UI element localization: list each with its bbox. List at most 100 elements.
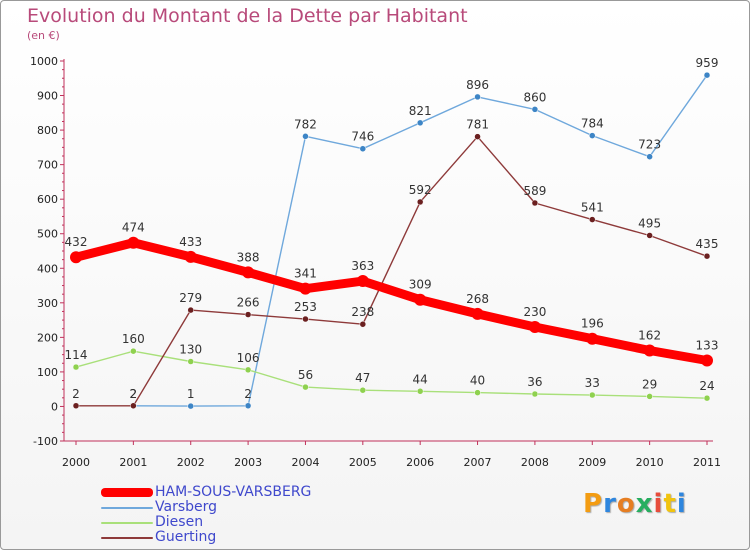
- data-label-varsberg: 821: [409, 104, 432, 118]
- x-tick-label: 2000: [62, 456, 90, 469]
- data-label-ham-sous-varsberg: 133: [696, 339, 719, 353]
- data-point-diesen: [72, 363, 80, 371]
- data-point-guerting: [187, 306, 194, 314]
- legend-swatch-varsberg: [101, 507, 153, 509]
- data-label-diesen: 33: [585, 376, 600, 390]
- data-point-ham-sous-varsberg: [70, 251, 82, 264]
- data-label-diesen: 130: [179, 343, 202, 357]
- data-point-guerting: [416, 198, 424, 206]
- data-point-ham-sous-varsberg: [471, 307, 484, 320]
- logo-letter: o: [616, 489, 636, 519]
- data-point-guerting: [589, 216, 596, 223]
- x-tick-label: 2008: [521, 456, 549, 469]
- data-label-guerting: 2: [130, 387, 138, 401]
- data-point-diesen: [244, 366, 252, 374]
- data-label-diesen: 47: [355, 371, 370, 385]
- data-label-guerting: 253: [294, 300, 317, 314]
- data-label-guerting: 495: [638, 216, 661, 230]
- data-point-guerting: [646, 232, 653, 239]
- logo-letter: r: [603, 489, 617, 519]
- data-label-varsberg: 1: [187, 387, 195, 401]
- data-label-ham-sous-varsberg: 388: [237, 250, 260, 264]
- logo-letter: i: [653, 489, 664, 519]
- legend-swatch-ham-sous-varsberg: [101, 488, 153, 497]
- data-point-diesen: [302, 383, 309, 391]
- data-point-ham-sous-varsberg: [701, 354, 713, 367]
- x-tick-label: 2001: [119, 456, 147, 469]
- data-point-ham-sous-varsberg: [643, 344, 656, 357]
- data-label-ham-sous-varsberg: 230: [523, 305, 546, 319]
- y-tick-label: 900: [37, 90, 58, 103]
- data-point-guerting: [359, 320, 367, 328]
- data-label-guerting: 266: [237, 296, 260, 310]
- x-tick-label: 2010: [636, 456, 664, 469]
- data-point-varsberg: [703, 71, 711, 79]
- data-label-varsberg: 2: [244, 387, 252, 401]
- x-tick-label: 2003: [234, 456, 262, 469]
- x-tick-label: 2011: [693, 456, 721, 469]
- x-tick-label: 2005: [349, 456, 377, 469]
- data-label-guerting: 435: [696, 237, 719, 251]
- data-point-ham-sous-varsberg: [184, 250, 197, 263]
- legend-swatch-guerting: [101, 537, 153, 539]
- legend-label-diesen: Diesen: [155, 514, 204, 530]
- legend-label-ham-sous-varsberg: HAM-SOUS-VARSBERG: [155, 484, 312, 500]
- data-point-ham-sous-varsberg: [356, 275, 369, 288]
- data-point-diesen: [416, 388, 424, 395]
- data-label-guerting: 279: [179, 291, 202, 305]
- data-point-ham-sous-varsberg: [299, 282, 312, 295]
- data-point-guerting: [703, 252, 711, 260]
- y-tick-label: 0: [51, 400, 58, 413]
- data-point-varsberg: [589, 132, 596, 139]
- x-tick-label: 2004: [291, 456, 319, 469]
- data-point-diesen: [359, 386, 367, 394]
- data-label-ham-sous-varsberg: 268: [466, 292, 489, 306]
- data-label-diesen: 24: [699, 379, 714, 393]
- data-point-varsberg: [302, 133, 309, 140]
- x-tick-label: 2007: [464, 456, 492, 469]
- data-label-guerting: 592: [409, 183, 432, 197]
- data-label-ham-sous-varsberg: 433: [179, 235, 202, 249]
- data-point-ham-sous-varsberg: [528, 321, 541, 333]
- y-tick-label: 100: [37, 366, 58, 379]
- data-point-guerting: [130, 402, 137, 410]
- data-point-varsberg: [474, 93, 481, 101]
- data-label-diesen: 114: [65, 348, 88, 362]
- series-line-guerting: [75, 136, 708, 407]
- y-tick-label: 1000: [30, 55, 58, 68]
- data-label-varsberg: 723: [638, 138, 661, 152]
- data-point-ham-sous-varsberg: [414, 293, 427, 306]
- y-tick-label: 400: [37, 262, 58, 275]
- data-label-varsberg: 2: [130, 387, 138, 401]
- data-label-guerting: 2: [72, 387, 80, 401]
- data-label-guerting: 781: [466, 118, 489, 132]
- data-label-diesen: 160: [122, 332, 145, 346]
- data-point-diesen: [646, 393, 653, 400]
- data-label-ham-sous-varsberg: 341: [294, 267, 317, 281]
- data-label-diesen: 29: [642, 377, 657, 391]
- x-tick-label: 2006: [406, 456, 434, 469]
- data-point-varsberg: [359, 145, 367, 152]
- chart-subtitle: (en €): [27, 29, 60, 42]
- data-label-varsberg: 782: [294, 117, 317, 131]
- y-tick-label: 300: [37, 297, 58, 310]
- logo-letter: x: [635, 489, 654, 519]
- data-label-diesen: 36: [527, 375, 542, 389]
- data-label-guerting: 589: [523, 184, 546, 198]
- data-label-diesen: 106: [237, 351, 260, 365]
- data-point-diesen: [531, 390, 539, 398]
- logo-letter: t: [663, 489, 677, 519]
- data-point-guerting: [531, 199, 539, 207]
- data-point-ham-sous-varsberg: [127, 236, 140, 249]
- x-tick-label: 2002: [177, 456, 205, 469]
- data-point-varsberg: [416, 119, 424, 127]
- data-point-diesen: [589, 391, 596, 399]
- y-tick-label: 200: [37, 331, 58, 344]
- data-point-ham-sous-varsberg: [242, 266, 255, 279]
- data-label-varsberg: 746: [351, 130, 374, 144]
- legend-label-guerting: Guerting: [155, 529, 217, 545]
- data-label-diesen: 40: [470, 374, 485, 388]
- proxiti-logo: Proxiti: [583, 489, 687, 519]
